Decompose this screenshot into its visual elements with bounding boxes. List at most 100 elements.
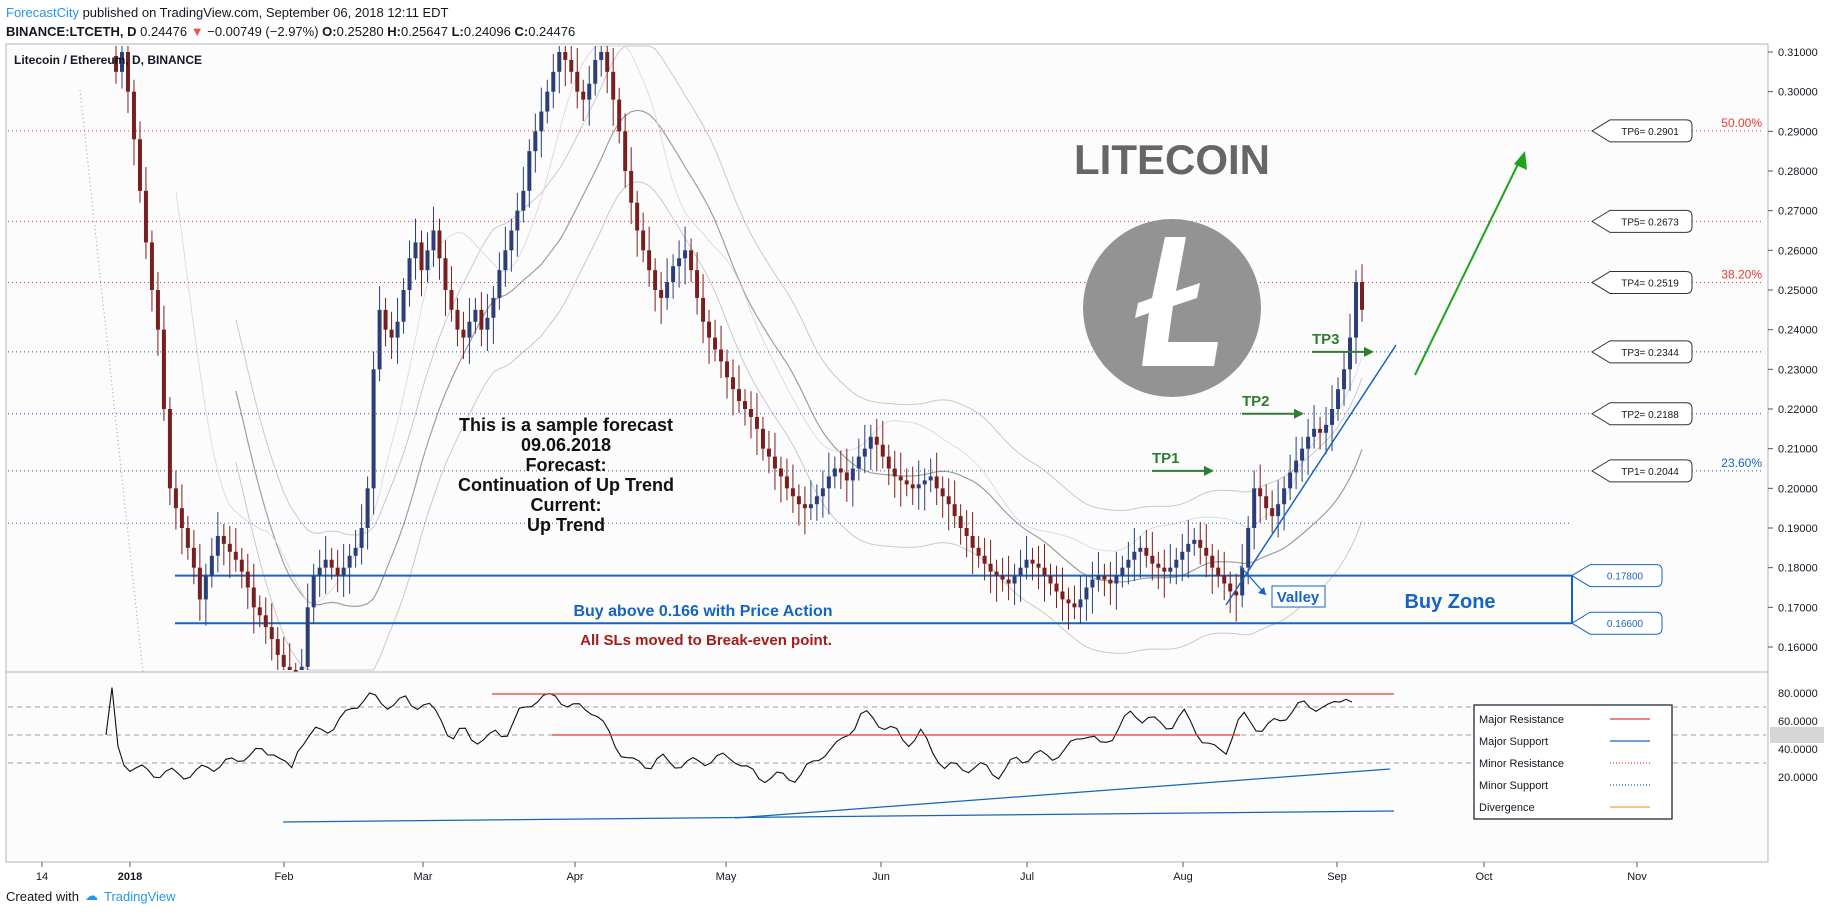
high-label: H: [387,24,401,39]
candle [191,529,196,585]
candle [922,468,927,511]
candle [137,121,142,203]
candle [820,470,825,518]
candle [760,416,765,461]
legend-minor-resistance: Minor Resistance [1479,758,1564,770]
candle [371,351,376,515]
candle [874,418,879,471]
symbol-label: BINANCE:LTCETH, D [6,24,137,39]
sl-text: All SLs moved to Break-even point. [580,632,832,649]
candle [1258,464,1263,523]
candle [203,563,208,626]
created-with-text: Created with [6,888,79,904]
candle [557,46,562,94]
candle [1300,436,1305,482]
x-tick-label: 14 [36,871,48,883]
low-value: 0.24096 [463,24,511,39]
y-tick-label: 0.23000 [1778,364,1818,376]
candle [341,543,346,598]
level-label: TP6= 0.2901 [1621,127,1679,138]
candle [1360,264,1364,322]
candle [683,226,688,285]
y-tick-label: 0.28000 [1778,166,1818,178]
candle [311,563,316,624]
candle [527,139,532,208]
candle [1288,454,1293,501]
candle [1012,563,1017,605]
level-callout: TP2= 0.2188 [1591,402,1693,426]
candle [784,458,789,501]
tp-marker: TP1 [1152,450,1214,476]
forecast-arrow-icon [1514,151,1527,170]
forecast-arrow-line [1414,159,1521,376]
candle [533,113,538,173]
candle [1198,522,1203,565]
candle [976,535,981,568]
forecast-line-5: Current: [531,495,602,515]
candle [1210,543,1215,594]
candle [467,297,472,364]
price-axis[interactable]: 0.31000 0.30000 0.29000 0.28000 0.27000 0.260… [1768,47,1818,654]
candle [1342,351,1347,406]
candle [1318,416,1323,450]
candle [886,444,891,486]
candle [114,46,118,84]
tp-arrow-icon [1364,346,1374,357]
y-tick-label: 0.26000 [1778,245,1818,257]
main-pane[interactable] [5,43,1769,673]
candle [1048,563,1053,596]
candle [305,583,310,670]
litecoin-logo-icon [1083,219,1261,397]
tradingview-link[interactable]: TradingView [103,888,176,904]
candle [359,504,364,565]
y-tick-label: 0.30000 [1778,87,1818,99]
candle [539,87,544,158]
candle [1060,567,1065,621]
legend-divergence: Divergence [1479,802,1535,814]
candle [701,274,706,344]
candle [1054,565,1059,609]
candle [1204,524,1209,578]
candle [401,278,406,334]
level-callout: TP1= 0.2044 [1591,459,1693,483]
buy-zone-label: Buy Zone [1404,591,1495,613]
candle [1306,418,1311,475]
candle [731,359,736,416]
time-axis[interactable]: 14 2018 Feb Mar Apr May Jun Jul Aug Sep Oct Nov [36,862,1647,883]
candle [796,484,801,526]
candle [844,448,849,502]
candle [808,480,813,521]
level-callout: 0.16600 [1571,611,1663,635]
candle [910,466,915,505]
candle [353,529,358,568]
candle [940,476,945,518]
candle [143,167,148,260]
candle [1180,533,1185,582]
candle [1000,557,1005,592]
y-tick-label: 0.24000 [1778,325,1818,337]
down-arrow-icon: ▼ [190,24,204,39]
candle [605,46,610,94]
candle [1168,543,1173,584]
candle [515,192,520,257]
tp-label: TP3 [1312,331,1340,348]
candle [647,226,652,287]
candle [209,537,214,588]
candle [1084,575,1089,621]
candle [880,420,885,469]
candle [868,424,873,471]
rsi-tick-label: 60.0000 [1778,716,1818,728]
candle [659,272,664,325]
publisher-link[interactable]: ForecastCity [6,5,79,20]
candle [766,430,771,474]
candle [551,53,556,109]
annotations: This is a sample forecast 09.06.2018 For… [458,151,1527,649]
chart-canvas[interactable]: 0.31000 0.30000 0.29000 0.28000 0.27000 0.260… [0,0,1828,885]
candle [395,297,400,364]
y-tick-label: 0.16000 [1778,642,1818,654]
candle [1324,407,1329,455]
candle [269,603,274,661]
x-tick-label: 2018 [118,871,142,883]
candle [1102,563,1107,597]
candle [1246,516,1251,585]
